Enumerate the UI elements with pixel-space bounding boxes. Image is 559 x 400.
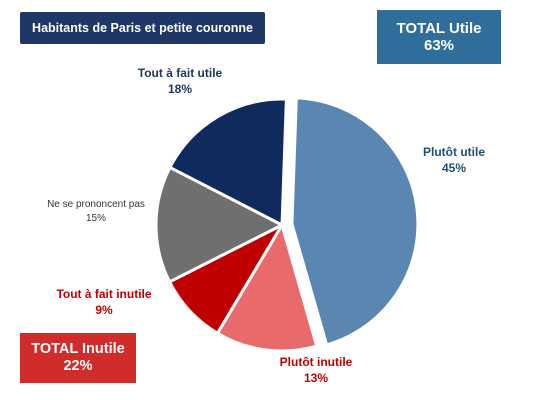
pie-slice-plutot-utile [290,96,420,347]
total-utile-value: 63% [423,37,455,54]
total-utile-label: TOTAL Utile [396,19,482,37]
slice-label-plutot-inutile: Plutôt inutile [280,355,353,369]
pie-slice-ne-se-prononcent-pas [154,165,286,284]
slice-value-plutot-inutile: 13% [304,371,328,385]
slice-label-tout-a-fait-inutile: Tout à fait inutile [56,287,151,301]
total-inutile-box: TOTAL Inutile 22% [20,333,136,383]
slice-value-ne-se-prononcent-pas: 15% [86,213,106,224]
total-utile-box: TOTAL Utile 63% [377,10,501,64]
slice-value-tout-a-fait-inutile: 9% [95,303,113,317]
pie-slice-plutot-inutile [215,221,319,353]
chart-title: Habitants de Paris et petite couronne [20,12,265,44]
slice-label-ne-se-prononcent-pas: Ne se prononcent pas [47,199,145,210]
pie-slice-tout-a-fait-utile [167,97,288,228]
slice-label-tout-a-fait-utile: Tout à fait utile [138,66,223,80]
total-inutile-value: 22% [63,358,93,374]
slice-label-plutot-utile: Plutôt utile [423,145,485,159]
total-inutile-label: TOTAL Inutile [31,341,125,358]
slice-value-tout-a-fait-utile: 18% [168,82,192,96]
slice-value-plutot-utile: 45% [442,161,466,175]
